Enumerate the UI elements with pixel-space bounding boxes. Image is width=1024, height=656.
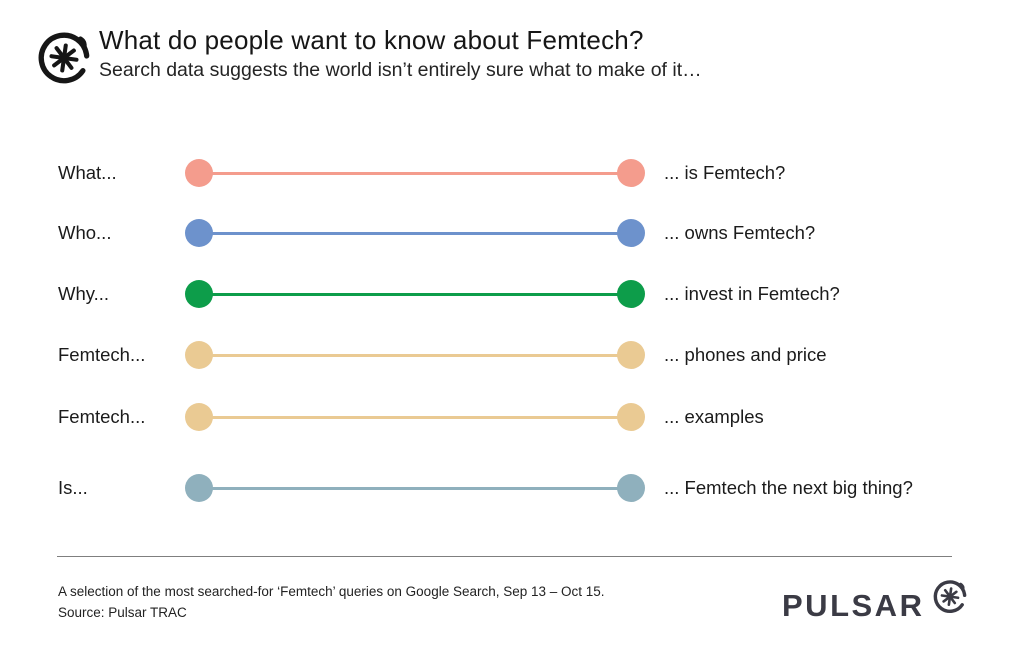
query-row: Femtech... ... examples: [0, 402, 1024, 432]
dumbbell-right-dot: [617, 403, 645, 431]
dumbbell-right-dot: [617, 280, 645, 308]
query-row: Is... ... Femtech the next big thing?: [0, 473, 1024, 503]
query-suffix: ... phones and price: [664, 344, 827, 365]
dumbbell-right-dot: [617, 159, 645, 187]
footer-caption: A selection of the most searched-for ‘Fe…: [58, 582, 605, 624]
query-prefix: What...: [58, 162, 117, 183]
query-suffix: ... invest in Femtech?: [664, 283, 840, 304]
pulsar-circle-asterisk-icon: [934, 580, 967, 614]
query-row: Femtech... ... phones and price: [0, 340, 1024, 370]
query-row: Why... ... invest in Femtech?: [0, 279, 1024, 309]
header: What do people want to know about Femtec…: [33, 24, 702, 88]
caption-line: A selection of the most searched-for ‘Fe…: [58, 584, 605, 599]
query-prefix: Why...: [58, 283, 110, 304]
query-prefix: Who...: [58, 222, 112, 243]
dumbbell-left-dot: [185, 159, 213, 187]
query-prefix: Femtech...: [58, 344, 146, 365]
dumbbell-right-dot: [617, 474, 645, 502]
page-subtitle: Search data suggests the world isn’t ent…: [99, 58, 702, 81]
dumbbell-left-dot: [185, 403, 213, 431]
query-suffix: ... owns Femtech?: [664, 222, 816, 243]
pulsar-logo: PULSAR: [782, 576, 970, 624]
query-suffix: ... is Femtech?: [664, 162, 786, 183]
dumbbell: [185, 473, 645, 503]
dumbbell-right-dot: [617, 219, 645, 247]
query-suffix: ... Femtech the next big thing?: [664, 477, 913, 498]
dumbbell-line: [199, 231, 631, 235]
source-line: Source: Pulsar TRAC: [58, 604, 187, 620]
dumbbell-left-dot: [185, 474, 213, 502]
page-title: What do people want to know about Femtec…: [99, 25, 644, 55]
dumbbell: [185, 279, 645, 309]
dumbbell: [185, 402, 645, 432]
query-prefix: Femtech...: [58, 406, 146, 427]
query-suffix: ... examples: [664, 406, 764, 427]
circle-asterisk-icon: [38, 32, 90, 84]
dumbbell-left-dot: [185, 219, 213, 247]
pulsar-wordmark: PULSAR: [782, 588, 925, 623]
dumbbell-left-dot: [185, 280, 213, 308]
dumbbell-line: [199, 353, 631, 357]
dumbbell-right-dot: [617, 341, 645, 369]
query-prefix: Is...: [58, 477, 88, 498]
dumbbell: [185, 158, 645, 188]
footer-divider: [57, 556, 952, 557]
dumbbell-line: [199, 171, 631, 175]
dumbbell-left-dot: [185, 341, 213, 369]
dumbbell-line: [199, 415, 631, 419]
dumbbell: [185, 340, 645, 370]
query-row: What... ... is Femtech?: [0, 158, 1024, 188]
titles: What do people want to know about Femtec…: [99, 24, 702, 83]
dumbbell: [185, 218, 645, 248]
query-row: Who... ... owns Femtech?: [0, 218, 1024, 248]
dumbbell-line: [199, 486, 631, 490]
dumbbell-line: [199, 292, 631, 296]
